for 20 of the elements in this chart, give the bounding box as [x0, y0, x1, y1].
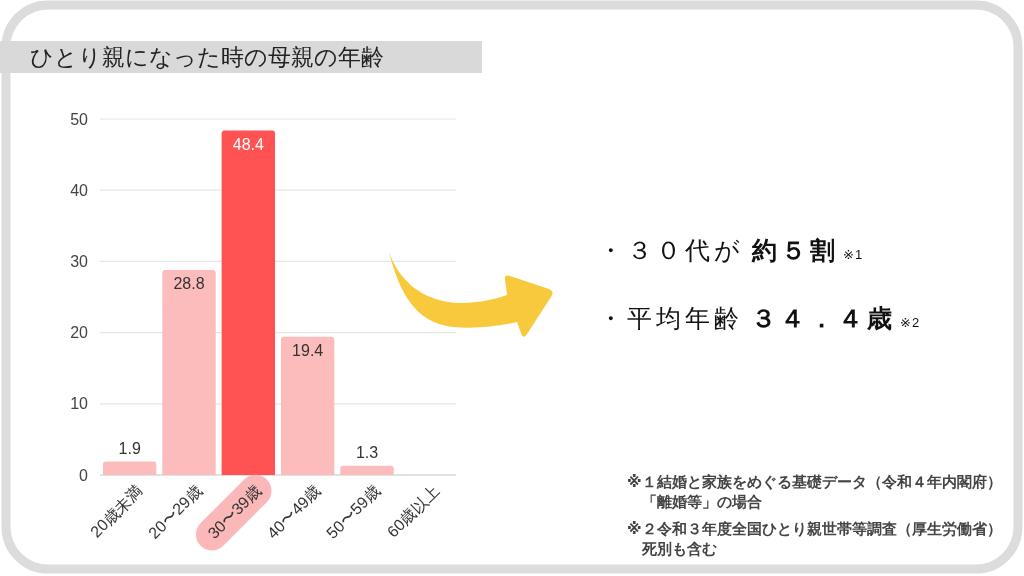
annotation: 死別も含む	[642, 540, 717, 557]
x-tick-label: 30〜39歳	[204, 481, 265, 542]
annotation: ・３０代が 約５割 ※1	[598, 236, 864, 264]
y-tick-label: 20	[70, 324, 89, 342]
chart-title: ひとり親になった時の母親の年齢	[30, 44, 384, 70]
x-tick-label: 40〜49歳	[263, 481, 324, 542]
y-tick-label: 50	[70, 110, 89, 128]
annotation: ※１結婚と家族をめぐる基礎データ（令和４年内閣府）	[627, 473, 1002, 490]
y-tick-label: 30	[70, 252, 89, 270]
x-tick-label: 20〜29歳	[145, 481, 206, 542]
y-tick-label: 0	[79, 466, 89, 484]
annotation: ・平均年齢 ３４．４歳 ※2	[598, 304, 921, 332]
annotation: 「離婚等」の場合	[642, 493, 762, 510]
title: ひとり親になった時の母親の年齢	[0, 41, 482, 73]
x-tick-label: 50〜59歳	[323, 481, 384, 542]
x-tick-label: 60歳以上	[383, 481, 443, 541]
y-tick-label: 10	[70, 395, 89, 413]
y-tick-label: 40	[70, 181, 89, 199]
x-tick-label: 20歳未満	[87, 481, 146, 541]
annotation: ※２令和３年度全国ひとり親世帯等調査（厚生労働省）	[627, 520, 1002, 537]
